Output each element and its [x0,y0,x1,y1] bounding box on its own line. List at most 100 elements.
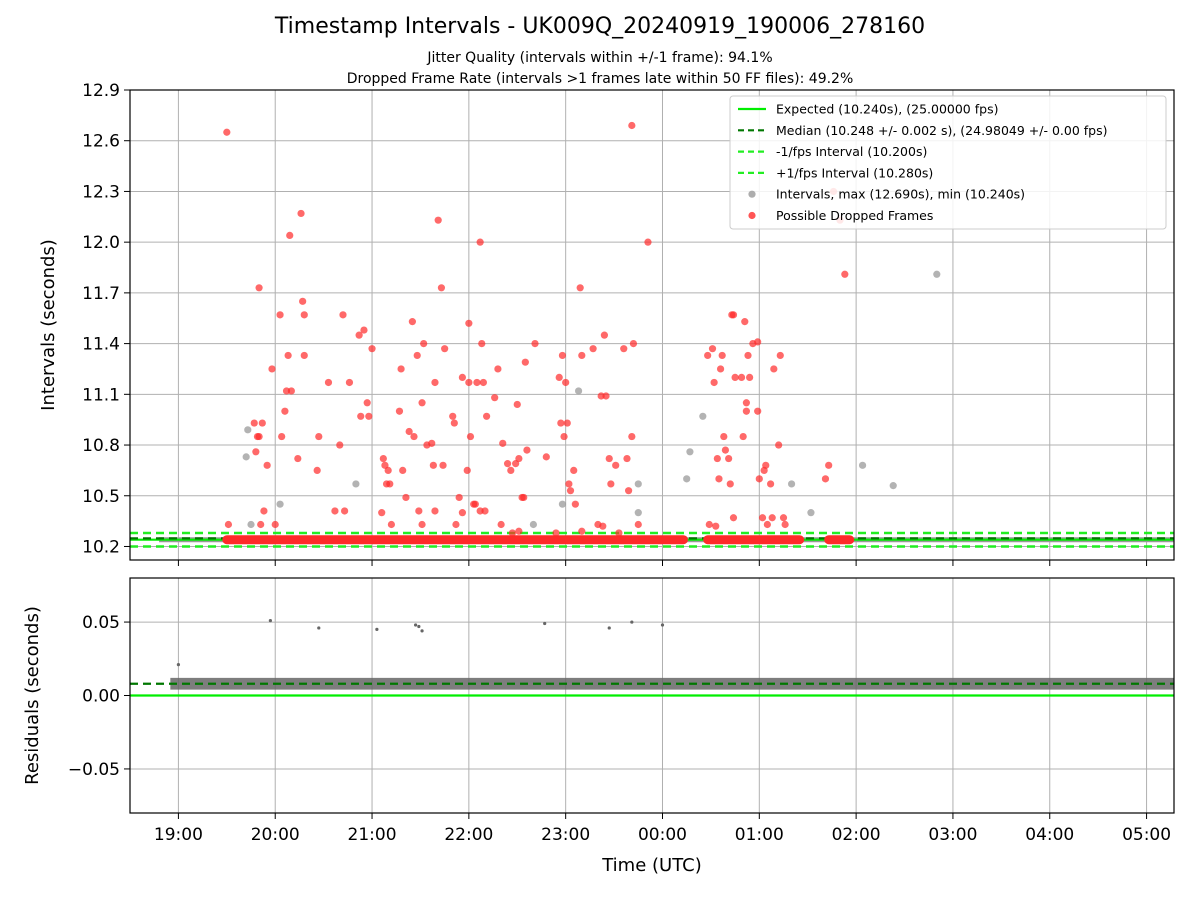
interval-point [276,500,284,508]
intervals-panel: 10.2 10.5 10.8 11.1 11.4 11.7 12.0 12.3 12.6 12.9… [38,81,1175,566]
dropped-frame-point [746,373,754,382]
residual-point [543,621,547,626]
dropped-frame-point [300,351,308,360]
dropped-frame-point [731,373,739,382]
dropped-frame-point [299,297,307,305]
residual-point [607,626,611,630]
dropped-frame-point [754,407,762,415]
dropped-frame-point [458,509,467,517]
residuals-y-axis-label: Residuals (seconds) [22,606,43,785]
residuals-y-ticks: −0.05 0.00 0.05 [68,613,130,780]
intervals-reference-lines [130,531,1174,548]
dropped-frame-point [339,311,347,319]
x-tick-label: 19:00 [154,825,203,845]
interval-point [858,461,867,469]
dropped-frame-point [483,412,491,420]
dropped-frame-point [397,365,405,373]
dropped-frame-point [297,209,305,218]
dropped-frame-point [620,345,628,353]
intervals-y-tick-label: 12.3 [82,182,120,202]
intervals-scatter-points [223,121,941,537]
x-tick-label: 20:00 [251,825,300,845]
dropped-frame-point [363,399,371,407]
dropped-frame-point [499,439,507,447]
dropped-frame-point [466,432,475,441]
dropped-frame-point [315,432,323,441]
dropped-frame-point [452,520,460,529]
dropped-frame-point [520,493,528,502]
dropped-frame-point [478,339,486,348]
intervals-x-ticks [177,560,1148,566]
dropped-frame-point [300,311,308,319]
x-tick-label: 00:00 [638,825,687,845]
dropped-frame-point [355,331,363,339]
dropped-frame-point [708,345,717,353]
intervals-y-tick-label: 10.8 [82,436,120,456]
dropped-frame-point [263,461,271,469]
dropped-frame-point [441,345,449,353]
dropped-frame-point [428,439,436,447]
x-tick-label: 23:00 [541,825,590,845]
intervals-y-tick-label: 12.9 [82,81,120,101]
residual-point [176,663,181,667]
dropped-frame-point [331,507,339,515]
dropped-frame-point [779,514,788,522]
dropped-frame-point [625,487,633,495]
dropped-frame-point [455,493,463,502]
dropped-frame-point [439,461,447,469]
dropped-frame-point [615,529,623,537]
dropped-frame-point [494,365,502,373]
dropped-frame-point [387,520,396,529]
dropped-frame-point [336,441,344,449]
intervals-y-tick-label: 11.4 [82,335,120,355]
dropped-frame-point [841,270,849,278]
dropped-frame-point [465,378,473,387]
legend-entry-label: Median (10.248 +/- 0.002 s), (24.98049 +… [776,123,1107,138]
time-x-axis-label: Time (UTC) [601,855,702,876]
dropped-frame-point [741,318,749,326]
residual-point [268,618,272,623]
dropped-frame-point [368,345,376,353]
dropped-frame-point [742,399,750,407]
dropped-frame-point [571,500,579,508]
dropped-frame-point [503,460,512,468]
dropped-frame-point [600,331,608,339]
dropped-frame-point [431,507,439,515]
dropped-frame-point [599,522,607,530]
dropped-frame-rate-subtitle: Dropped Frame Rate (intervals >1 frames … [346,71,854,87]
dropped-frame-point [704,351,712,360]
dropped-frame-point [402,493,410,502]
dropped-frame-point [250,419,258,427]
dropped-frame-point [726,480,734,488]
residuals-y-tick-label: 0.00 [82,687,120,707]
dropped-frame-point [418,520,426,529]
interval-point [889,482,897,490]
residual-point [414,623,418,627]
dropped-frame-point [775,441,783,449]
dropped-frame-point [357,412,365,420]
dropped-frame-point [515,454,523,463]
dropped-frame-point [410,432,418,441]
dropped-frame-point [715,475,723,483]
dropped-frame-point [531,339,539,348]
interval-point [247,520,255,529]
dropped-frame-point [429,461,437,469]
residuals-scatter-points [176,618,665,667]
dropped-frame-point [497,520,505,529]
interval-point [242,453,250,461]
chart-legend: Expected (10.240s), (25.00000 fps) Median… [729,95,1167,230]
dropped-frame-point [629,339,638,348]
dropped-frame-point [563,419,571,427]
dropped-frame-point [712,522,720,530]
dropped-frame-point [725,454,733,463]
dropped-frame-point [360,326,368,334]
dropped-frame-point [718,351,726,360]
dropped-frame-point [576,284,584,292]
x-tick-label: 22:00 [444,825,493,845]
legend-entry-label: +1/fps Interval (10.280s) [776,165,933,180]
residual-point [417,624,421,629]
residuals-y-tick-label: −0.05 [68,760,120,780]
dropped-frame-point [737,373,746,382]
dropped-frame-point [345,378,354,387]
dropped-frame-point [515,527,523,535]
